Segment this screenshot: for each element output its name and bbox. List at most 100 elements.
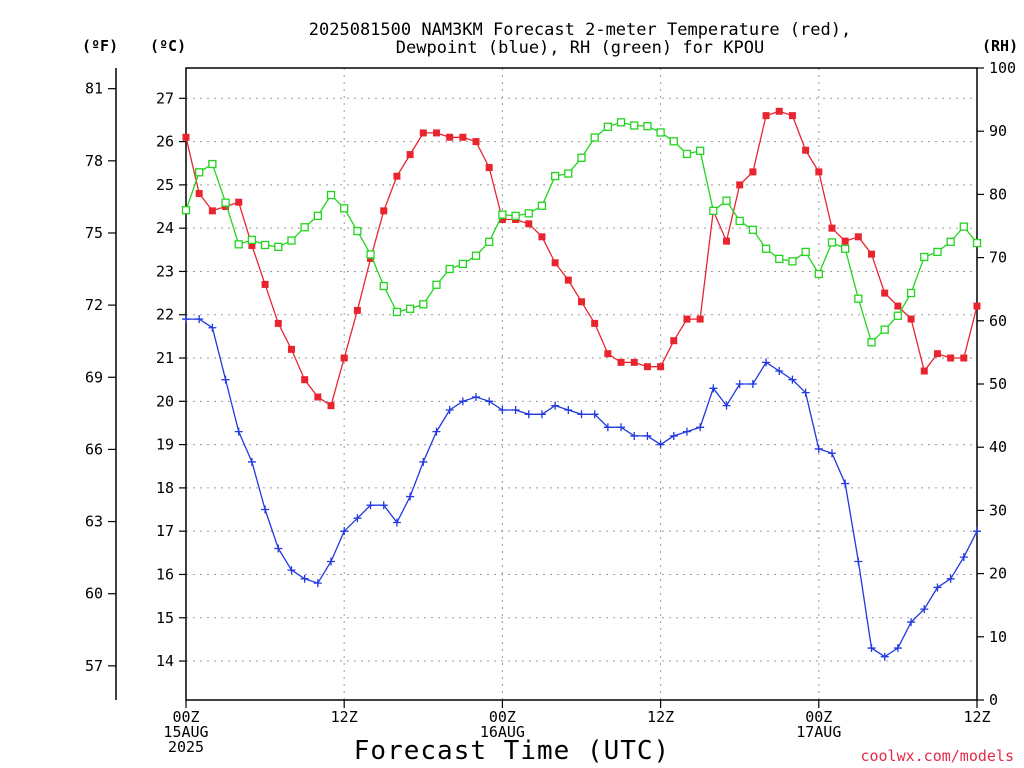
dewpoint-point <box>788 375 797 384</box>
dewpoint-point <box>445 405 454 414</box>
temperature-point <box>261 280 269 288</box>
dewpoint-point <box>498 405 507 414</box>
rh-point <box>696 146 705 155</box>
rh-point <box>972 238 982 248</box>
temperature-point <box>683 315 691 323</box>
fahrenheit-tick-label: 60 <box>85 585 103 603</box>
dewpoint-point <box>682 427 691 436</box>
rh-point <box>682 149 692 159</box>
temperature-point <box>182 133 190 141</box>
title-line-1: 2025081500 NAM3KM Forecast 2-meter Tempe… <box>309 20 851 40</box>
time-tick-label: 00Z <box>489 708 516 726</box>
rh-point <box>933 247 942 257</box>
title-line-2: Dewpoint (blue), RH (green) for KPOU <box>396 38 764 58</box>
fahrenheit-tick-label: 78 <box>85 152 103 170</box>
rh-tick-label: 30 <box>989 501 1007 519</box>
dewpoint-point <box>537 410 546 419</box>
rh-unit-label: (RH) <box>982 37 1018 55</box>
time-tick-label: 17AUG <box>796 723 841 741</box>
temperature-point <box>723 237 731 245</box>
celsius-tick-label: 22 <box>156 306 174 324</box>
rh-point <box>722 196 731 205</box>
temperature-point <box>459 133 467 141</box>
temperature-point <box>815 168 823 176</box>
dewpoint-point <box>841 479 850 488</box>
temperature-point <box>854 233 862 241</box>
temperature-point <box>446 133 454 141</box>
rh-point <box>366 250 375 259</box>
rh-point <box>775 254 784 264</box>
rh-point <box>669 137 678 146</box>
dewpoint-point <box>933 583 942 592</box>
celsius-axis: 14 15 16 17 18 19 20 21 22 23 24 25 26 27 <box>156 89 186 670</box>
dewpoint-point <box>485 397 494 406</box>
dewpoint-point <box>590 410 599 419</box>
rh-point <box>827 238 837 247</box>
rh-point <box>498 210 507 219</box>
temperature-point <box>868 250 876 258</box>
fahrenheit-axis: 57 60 63 66 69 72 75 78 81 <box>85 68 117 700</box>
rh-point <box>181 206 191 215</box>
chart-title: 2025081500 NAM3KM Forecast 2-meter Tempe… <box>309 20 851 58</box>
rh-point <box>485 237 494 246</box>
fahrenheit-tick-label: 81 <box>85 80 103 98</box>
rh-point <box>893 311 903 320</box>
rh-point <box>959 222 968 231</box>
series-layer <box>181 107 982 661</box>
rh-tick-label: 40 <box>989 438 1007 456</box>
celsius-tick-label: 15 <box>156 609 174 627</box>
fahrenheit-unit-label: (ºF) <box>82 37 118 55</box>
rh-point <box>788 257 797 266</box>
fahrenheit-tick-label: 63 <box>85 513 103 531</box>
time-tick-label: 12Z <box>331 708 358 726</box>
rh-point <box>471 251 481 260</box>
temperature-point <box>287 345 295 353</box>
temperature-point <box>406 151 414 159</box>
rh-point <box>748 225 758 234</box>
dewpoint-point <box>564 405 573 414</box>
dewpoint-point <box>814 444 823 453</box>
temperature-point <box>894 302 902 310</box>
temperature-point <box>920 367 928 375</box>
time-tick-label: 16AUG <box>480 723 525 741</box>
rh-point <box>300 223 309 232</box>
temperature-point <box>762 112 770 120</box>
dewpoint-point <box>247 457 256 466</box>
time-tick-label: 15AUG <box>163 723 208 741</box>
time-tick-label: 00Z <box>805 708 832 726</box>
dewpoint-point <box>432 427 441 436</box>
rh-point <box>195 168 204 177</box>
temperature-point <box>538 233 546 241</box>
temperature-point <box>248 241 256 249</box>
rh-point <box>709 206 718 215</box>
dewpoint-point <box>313 579 322 588</box>
temperature-point <box>525 220 533 228</box>
dewpoint-point <box>603 423 612 432</box>
temperature-point <box>643 363 651 371</box>
x-axis-title: Forecast Time (UTC) <box>354 736 670 766</box>
rh-point <box>234 240 243 249</box>
rh-point <box>801 247 810 257</box>
dewpoint-point <box>551 401 560 410</box>
celsius-tick-label: 27 <box>156 89 174 107</box>
rh-tick-label: 20 <box>989 565 1007 583</box>
celsius-tick-label: 16 <box>156 565 174 583</box>
dewpoint-point <box>472 392 481 401</box>
rh-point <box>946 237 955 246</box>
dewpoint-point <box>261 505 270 514</box>
temperature-point <box>393 172 401 180</box>
rh-point <box>590 133 599 142</box>
temperature-point <box>933 350 941 358</box>
temperature-point <box>802 146 810 154</box>
temperature-point <box>907 315 915 323</box>
dewpoint-point <box>656 440 665 449</box>
dewpoint-point <box>643 431 652 440</box>
dewpoint-point <box>867 644 876 653</box>
temperature-point <box>670 337 678 345</box>
dewpoint-point <box>973 527 981 536</box>
temperature-point <box>617 358 625 366</box>
rh-point <box>920 252 929 262</box>
series-rh-open-square <box>181 118 982 347</box>
